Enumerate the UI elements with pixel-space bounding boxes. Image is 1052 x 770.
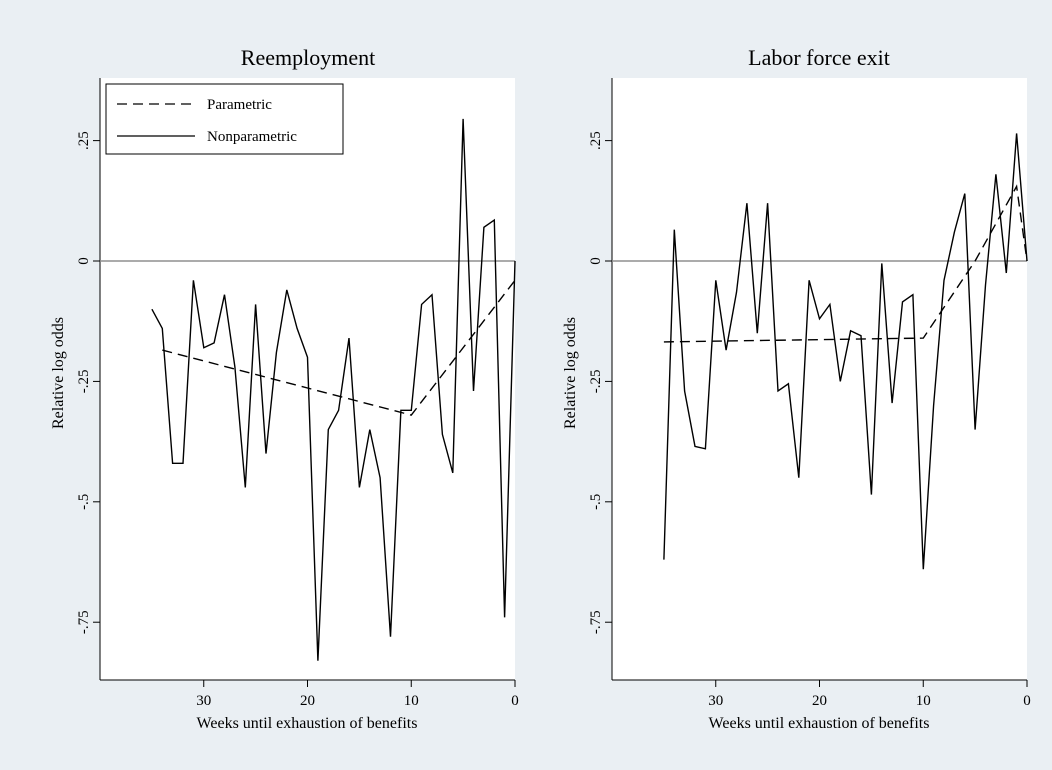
y-axis-title: Relative log odds [562,317,579,429]
legend: Parametric Nonparametric [105,83,344,155]
y-tick-label: 0 [76,257,92,265]
x-tick-label: 0 [511,693,519,709]
x-tick-label: 20 [812,693,827,709]
x-axis-title: Weeks until exhaustion of benefits [197,715,418,732]
x-axis-title: Weeks until exhaustion of benefits [709,715,930,732]
y-tick-label: -.5 [588,494,604,510]
x-tick-label: 10 [404,693,419,709]
legend-label-parametric: Parametric [207,97,272,113]
y-tick-label: -.25 [76,370,92,394]
data-layer [612,133,1028,570]
series-line-nonparametric [663,133,1028,570]
panel-reemployment: Reemployment 30 20 10 0 .25 0 -.25 -.5 -.75 Week… [50,45,519,732]
data-layer [100,118,516,661]
plot-area [100,78,515,680]
series-line-nonparametric [151,118,516,661]
y-tick-label: -.25 [588,370,604,394]
plot-area [612,78,1027,680]
y-axis-title: Relative log odds [50,317,67,429]
axes-layer: 30 20 10 0 .25 0 -.25 -.5 -.75 [76,78,519,709]
axes-layer: 30 20 10 0 .25 0 -.25 -.5 -.75 [588,78,1031,709]
series-line-parametric [162,279,516,416]
x-tick-label: 0 [1023,693,1031,709]
y-tick-label: -.75 [76,610,92,634]
legend-box [105,83,344,155]
x-tick-label: 10 [916,693,931,709]
panel-labor-force-exit: Labor force exit 30 20 10 0.250-.25-.5-.75 … [562,45,1031,732]
x-tick-label: 30 [708,693,723,709]
legend-label-nonparametric: Nonparametric [207,129,297,145]
x-tick-label: 30 [196,693,211,709]
y-tick-label: -.75 [588,610,604,634]
x-tick-label: 20 [300,693,315,709]
panel-title: Reemployment [241,45,375,70]
y-tick-label: -.5 [76,494,92,510]
series-line-parametric [663,184,1028,343]
y-tick-label: 0 [588,257,604,265]
y-tick-label: .25 [76,131,92,150]
y-tick-label: .25 [588,131,604,150]
panel-title: Labor force exit [748,45,890,70]
